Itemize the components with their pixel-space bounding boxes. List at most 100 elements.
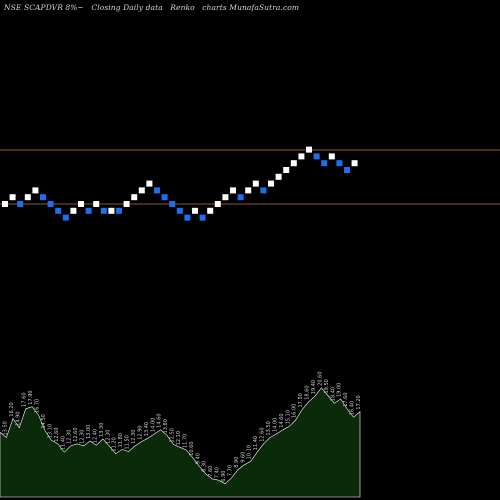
volume-label: 7.40 xyxy=(215,467,221,478)
volume-label: 13.00 xyxy=(86,425,92,439)
renko-brick-up xyxy=(230,187,236,194)
volume-label: 11.40 xyxy=(253,436,259,450)
volume-label: 8.90 xyxy=(234,457,240,468)
volume-label: 13.80 xyxy=(163,419,169,433)
renko-brick-up xyxy=(138,187,145,194)
volume-label: 14.60 xyxy=(279,413,285,427)
volume-label: 19.40 xyxy=(311,380,317,394)
volume-label: 19.50 xyxy=(324,379,330,393)
volume-label: 12.40 xyxy=(92,429,98,443)
renko-brick-down xyxy=(154,187,160,194)
renko-brick-down xyxy=(169,201,176,207)
volume-label: 11.80 xyxy=(118,433,124,447)
volume-label: 10.10 xyxy=(247,445,253,459)
source-label: charts MunafaSutra.com xyxy=(202,3,300,12)
renko-brick-up xyxy=(9,194,16,201)
volume-label: 13.50 xyxy=(2,421,8,435)
volume-label: 9.40 xyxy=(195,453,201,464)
renko-brick-up xyxy=(306,146,312,153)
volume-label: 13.50 xyxy=(266,421,272,435)
renko-brick-up xyxy=(283,167,290,173)
renko-bricks xyxy=(2,146,358,221)
volume-label: 13.40 xyxy=(144,422,150,436)
renko-brick-up xyxy=(275,173,282,180)
volume-label: 17.90 xyxy=(28,390,34,404)
volume-label: 18.60 xyxy=(305,385,311,399)
renko-brick-down xyxy=(344,167,350,173)
renko-brick-down xyxy=(336,160,343,167)
renko-brick-down xyxy=(176,207,183,214)
volume-label: 8.30 xyxy=(202,461,208,472)
renko-brick-up xyxy=(252,180,259,187)
renko-brick-up xyxy=(2,201,8,207)
renko-brick-down xyxy=(55,207,62,214)
volume-label: 12.30 xyxy=(80,430,86,444)
renko-brick-up xyxy=(146,180,153,187)
renko-brick-up xyxy=(298,153,305,160)
volume-label: 13.10 xyxy=(47,424,53,438)
renko-brick-up xyxy=(328,153,335,160)
volume-label: 12.30 xyxy=(105,430,111,444)
volume-label: 12.10 xyxy=(176,431,182,445)
renko-brick-down xyxy=(47,201,54,207)
volume-label: 6.90 xyxy=(221,471,227,482)
volume-label: 10.60 xyxy=(189,441,195,455)
renko-brick-up xyxy=(214,201,221,207)
volume-label: 14.50 xyxy=(41,414,47,428)
renko-brick-up xyxy=(222,194,229,201)
renko-brick-up xyxy=(32,187,39,194)
renko-brick-down xyxy=(161,194,168,201)
renko-brick-down xyxy=(237,194,244,201)
volume-label: 11.20 xyxy=(112,437,118,451)
volume-label: 12.60 xyxy=(73,427,79,441)
renko-brick-up xyxy=(268,180,274,187)
renko-brick-up xyxy=(207,207,214,214)
renko-brick-down xyxy=(100,207,107,214)
volume-label: 14.90 xyxy=(15,411,21,425)
volume-label: 11.50 xyxy=(125,435,131,449)
renko-brick-up xyxy=(78,201,84,207)
volume-label: 18.40 xyxy=(330,387,336,401)
volume-label: 15.10 xyxy=(285,410,291,424)
renko-brick-up xyxy=(245,187,252,194)
volume-label: 16.70 xyxy=(35,399,41,413)
renko-brick-down xyxy=(184,214,191,221)
renko-brick-down xyxy=(260,187,267,194)
volume-label: 11.70 xyxy=(182,434,188,448)
volume-label: 12.50 xyxy=(170,428,176,442)
volume-label: 16.20 xyxy=(9,402,15,416)
volume-label: 14.25 xyxy=(0,416,2,430)
renko-brick-down xyxy=(199,214,206,221)
volume-label: 7.60 xyxy=(208,466,214,477)
volume-label: 12.30 xyxy=(131,430,137,444)
volume-label: 20.60 xyxy=(317,371,323,385)
volume-label: 9.60 xyxy=(240,452,246,463)
volume-label: 16.00 xyxy=(292,404,298,418)
volume-area-path xyxy=(0,387,361,498)
renko-brick-up xyxy=(70,207,77,214)
volume-label: 14.00 xyxy=(150,418,156,432)
renko-brick-up xyxy=(351,160,358,167)
renko-brick-down xyxy=(17,201,24,207)
volume-label: 12.60 xyxy=(54,427,60,441)
volume-label: 12.90 xyxy=(137,425,143,439)
volume-label: 17.50 xyxy=(298,393,304,407)
volume-label: 17.20 xyxy=(356,395,362,409)
renko-brick-up xyxy=(108,207,115,214)
renko-brick-up xyxy=(131,194,138,201)
data-type-label: Closing Daily data xyxy=(91,3,163,12)
renko-brick-up xyxy=(192,207,198,214)
renko-brick-up xyxy=(123,201,130,207)
volume-label: 17.60 xyxy=(22,392,28,406)
renko-brick-down xyxy=(116,207,122,214)
volume-label: 7.70 xyxy=(227,465,233,476)
renko-brick-up xyxy=(93,201,100,207)
renko-brick-up xyxy=(24,194,31,201)
symbol-label: NSE SCAPDVR 8%~ xyxy=(4,3,84,12)
volume-label: 12.60 xyxy=(260,427,266,441)
volume-label: 14.00 xyxy=(272,418,278,432)
chart-type-label: Renko xyxy=(170,3,195,12)
